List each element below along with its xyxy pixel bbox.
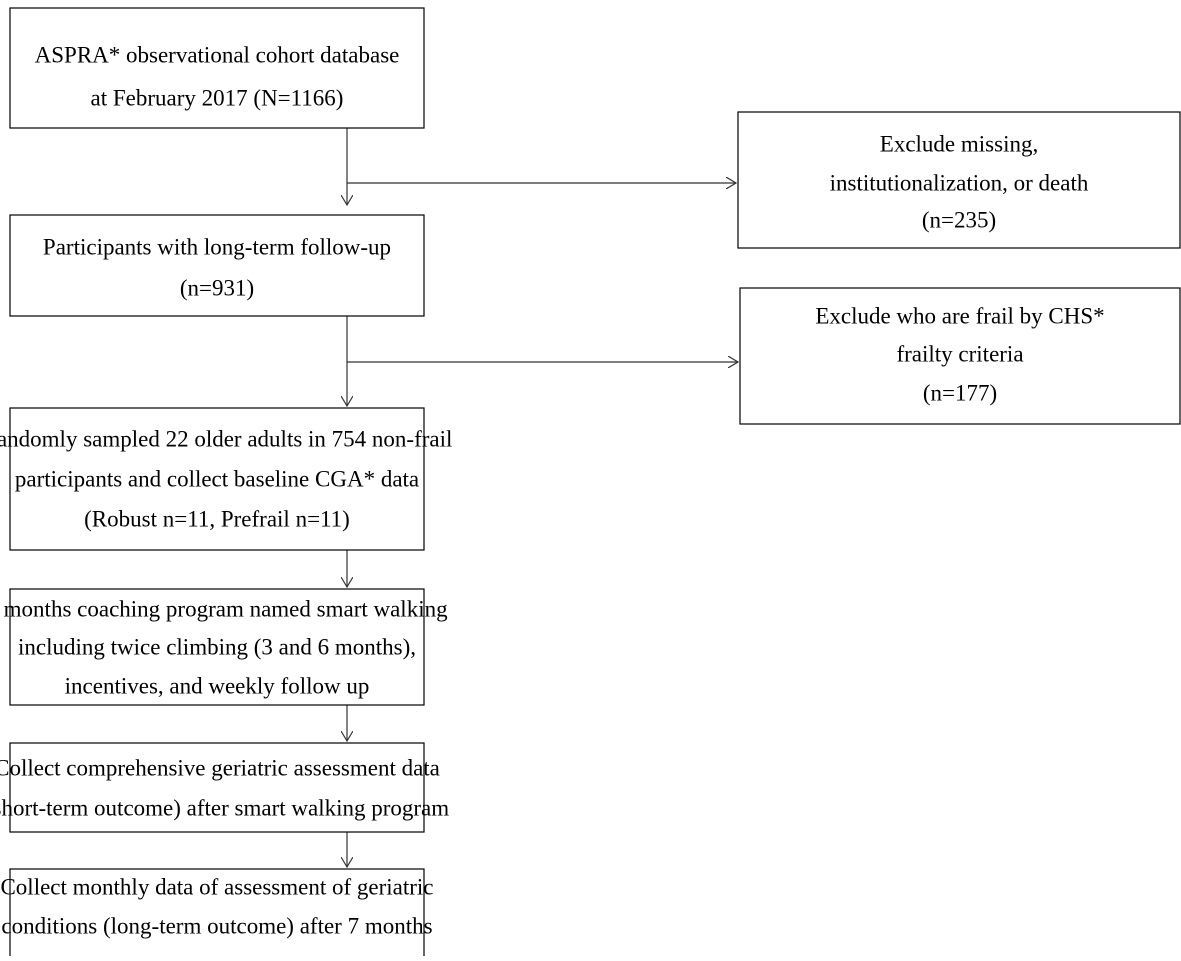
node-text: at February 2017 (N=1166) — [91, 85, 344, 110]
node-text: Randomly sampled 22 older adults in 754 … — [0, 426, 452, 451]
node-text: Participants with long-term follow-up — [43, 234, 391, 259]
node-text: (n=235) — [922, 207, 996, 232]
node-box — [9, 7, 425, 129]
node-text: Collect monthly data of assessment of ge… — [0, 874, 433, 899]
node-text: incentives, and weekly follow up — [65, 673, 370, 698]
node-box — [9, 214, 425, 317]
connectors — [347, 128, 738, 867]
node-text: conditions (long-term outcome) after 7 m… — [1, 913, 432, 938]
node-text: participants and collect baseline CGA* d… — [15, 466, 419, 491]
node-box — [9, 407, 425, 551]
node-text: Collect comprehensive geriatric assessme… — [0, 755, 440, 780]
node-text: (short-term outcome) after smart walking… — [0, 795, 449, 820]
node-text: 6 months coaching program named smart wa… — [0, 596, 448, 621]
node-box — [737, 111, 1181, 249]
node-text: Exclude missing, — [880, 131, 1038, 156]
node-text: (n=931) — [180, 275, 254, 300]
node-text: Exclude who are frail by CHS* — [815, 303, 1104, 328]
node-text: including twice climbing (3 and 6 months… — [18, 634, 416, 659]
node-box — [9, 742, 425, 833]
node-box — [739, 287, 1181, 425]
node-box — [9, 588, 425, 706]
node-text: (n=177) — [923, 380, 997, 405]
node-text: frailty criteria — [896, 341, 1023, 366]
node-text: ASPRA* observational cohort database — [35, 42, 400, 67]
node-box — [9, 868, 425, 961]
node-text: institutionalization, or death — [830, 170, 1089, 195]
node-text: (Robust n=11, Prefrail n=11) — [84, 506, 350, 531]
